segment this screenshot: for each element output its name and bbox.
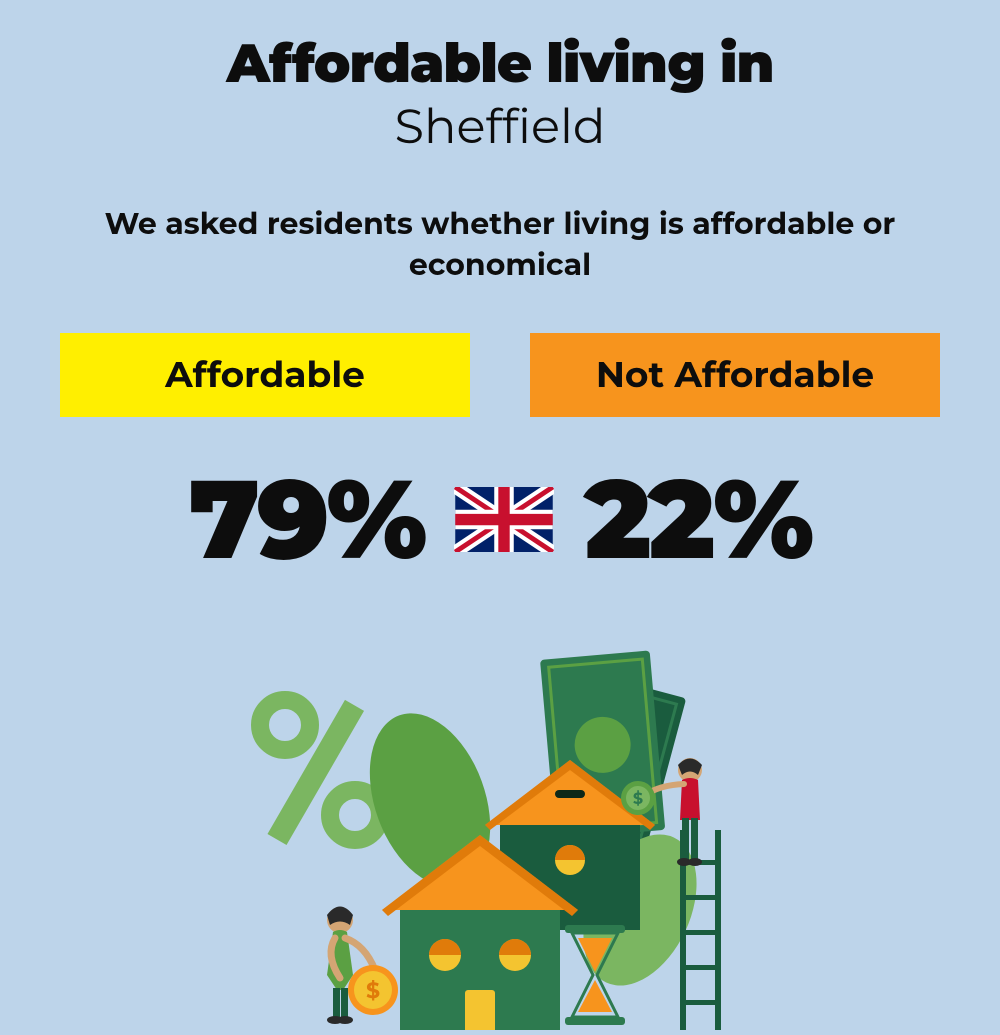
percent-row: 79% 22%: [0, 452, 1000, 586]
not-affordable-stat: Not Affordable: [530, 333, 940, 417]
title-prefix: Affordable living in: [0, 30, 1000, 96]
not-affordable-percent: 22%: [584, 452, 811, 586]
header: Affordable living in Sheffield: [0, 0, 1000, 156]
affordable-label: Affordable: [60, 333, 470, 417]
affordable-stat: Affordable: [60, 333, 470, 417]
subtitle: We asked residents whether living is aff…: [0, 204, 1000, 285]
savings-illustration-icon: $ $: [200, 650, 800, 1030]
affordable-percent: 79%: [189, 452, 425, 586]
stats-row: Affordable Not Affordable: [0, 333, 1000, 417]
not-affordable-label: Not Affordable: [530, 333, 940, 417]
uk-flag-icon: [454, 487, 554, 552]
svg-text:$: $: [633, 790, 643, 809]
title-city: Sheffield: [0, 98, 1000, 156]
